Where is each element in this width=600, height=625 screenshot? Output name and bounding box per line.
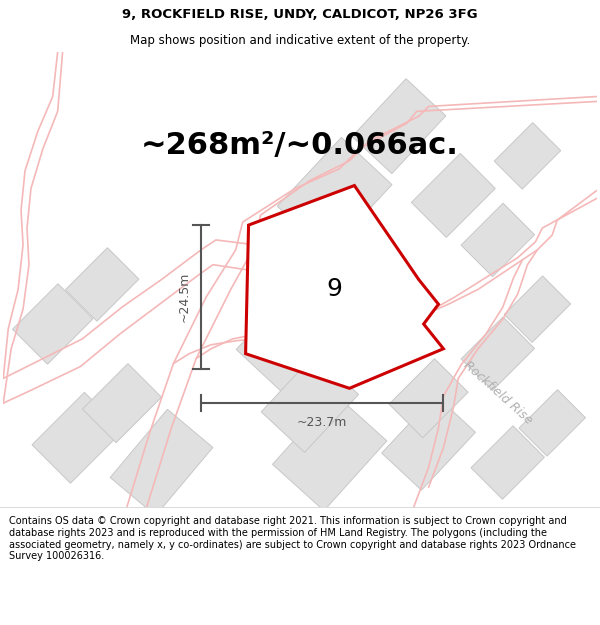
Polygon shape (471, 426, 544, 499)
Polygon shape (352, 79, 446, 174)
Polygon shape (337, 282, 421, 366)
Polygon shape (494, 122, 561, 189)
Polygon shape (110, 409, 213, 516)
Polygon shape (236, 284, 344, 393)
Polygon shape (13, 284, 93, 364)
Text: 9: 9 (326, 278, 343, 301)
Polygon shape (245, 186, 443, 388)
Text: Map shows position and indicative extent of the property.: Map shows position and indicative extent… (130, 34, 470, 47)
Polygon shape (389, 359, 468, 438)
Polygon shape (65, 248, 139, 321)
Text: Contains OS data © Crown copyright and database right 2021. This information is : Contains OS data © Crown copyright and d… (9, 516, 576, 561)
Text: ~268m²/~0.066ac.: ~268m²/~0.066ac. (141, 131, 459, 161)
Polygon shape (272, 394, 387, 511)
Polygon shape (461, 203, 535, 277)
Polygon shape (32, 392, 123, 483)
Polygon shape (261, 354, 359, 452)
Polygon shape (277, 138, 392, 253)
Polygon shape (412, 154, 495, 238)
Polygon shape (519, 390, 586, 456)
Polygon shape (504, 276, 571, 342)
Text: Rockfield Rise: Rockfield Rise (461, 359, 535, 428)
Polygon shape (382, 395, 475, 490)
Polygon shape (82, 364, 161, 442)
Text: 9, ROCKFIELD RISE, UNDY, CALDICOT, NP26 3FG: 9, ROCKFIELD RISE, UNDY, CALDICOT, NP26 … (122, 8, 478, 21)
Polygon shape (461, 317, 535, 391)
Text: ~24.5m: ~24.5m (178, 272, 191, 322)
Text: ~23.7m: ~23.7m (296, 416, 347, 429)
